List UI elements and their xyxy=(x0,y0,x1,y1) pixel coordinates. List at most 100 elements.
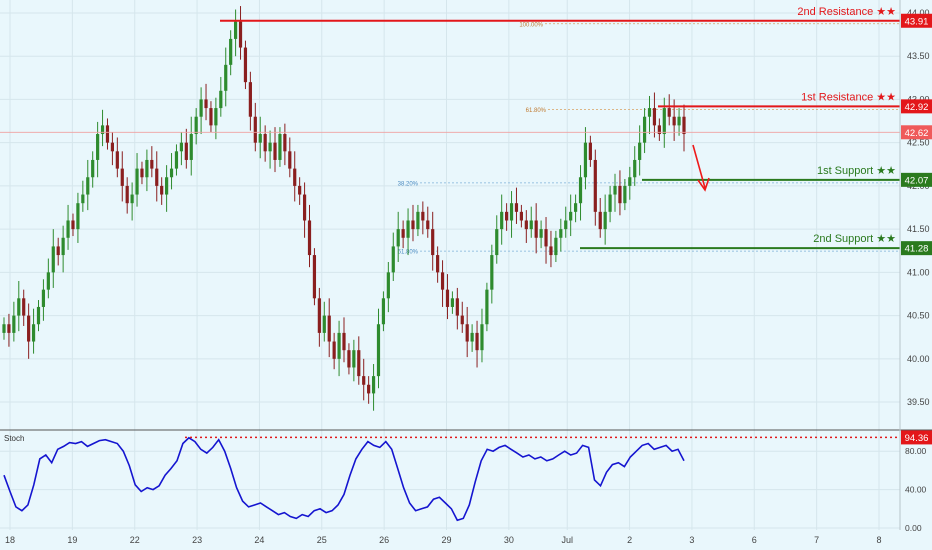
stoch-line xyxy=(3,436,685,522)
candle-body xyxy=(81,194,85,204)
candle-body xyxy=(312,255,317,299)
candle-body xyxy=(2,324,6,333)
candle-body xyxy=(258,134,262,143)
candle-body xyxy=(672,116,676,126)
level-price-text: 42.92 xyxy=(905,102,929,113)
candle-body xyxy=(219,90,223,109)
level-price-badge xyxy=(901,241,932,256)
candle-body xyxy=(307,220,312,256)
candle-body xyxy=(564,220,568,230)
candle-body xyxy=(376,324,381,377)
candle-body xyxy=(455,298,459,316)
candle-body xyxy=(549,246,553,256)
candle-body xyxy=(224,64,228,91)
candle-body xyxy=(347,350,351,368)
level-price-badge xyxy=(901,13,932,28)
time-tick-label: 18 xyxy=(5,535,15,545)
candle-body xyxy=(322,315,326,333)
candle-body xyxy=(431,229,435,256)
candle-body xyxy=(490,255,494,290)
candle-body xyxy=(135,168,139,195)
candle-body xyxy=(613,185,617,195)
candle-body xyxy=(440,272,445,290)
candle-body xyxy=(480,324,484,351)
candle-body xyxy=(475,332,479,351)
candle-body xyxy=(12,315,16,333)
candle-body xyxy=(140,168,144,178)
osc-tick-label: 0.00 xyxy=(905,523,922,533)
candle-body xyxy=(327,315,331,342)
candle-body xyxy=(105,125,110,143)
candle-body xyxy=(598,211,602,230)
candle-body xyxy=(657,125,661,135)
time-axis: 18 19 22 23 24 25 26 29 30 Jul 2 3 6 7 8 xyxy=(5,535,882,545)
candle-body xyxy=(130,194,134,204)
candle-body xyxy=(160,185,164,195)
candle-body xyxy=(86,177,90,195)
candle-body xyxy=(603,211,607,230)
candle-body xyxy=(529,220,533,230)
candle-body xyxy=(638,142,642,160)
osc-tick-label: 80.00 xyxy=(905,446,927,456)
candle-body xyxy=(352,350,356,368)
candle-body xyxy=(371,376,376,394)
candle-body xyxy=(61,237,65,256)
candle-body xyxy=(554,237,558,256)
candle-body xyxy=(623,185,627,204)
candle-body xyxy=(396,229,400,247)
candle-body xyxy=(539,229,543,238)
candle-body xyxy=(302,194,307,221)
candle-body xyxy=(667,108,671,117)
time-tick-label: 3 xyxy=(689,535,694,545)
time-tick-label: 6 xyxy=(752,535,757,545)
candle-body xyxy=(189,134,193,160)
candle-body xyxy=(56,246,60,256)
candle-body xyxy=(243,47,248,83)
candle-body xyxy=(288,151,292,169)
level-price-badge xyxy=(901,99,932,114)
osc-tick-label: 40.00 xyxy=(905,485,927,495)
stoch-level-badge xyxy=(901,430,932,445)
time-tick-label: 2 xyxy=(627,535,632,545)
candle-body xyxy=(401,229,405,238)
time-tick-label: 25 xyxy=(317,535,327,545)
candle-body xyxy=(450,298,455,307)
fib-label: 61.80% xyxy=(526,108,547,114)
candle-body xyxy=(76,203,80,230)
candle-body xyxy=(495,229,499,256)
candle-body xyxy=(31,324,36,342)
candle-body xyxy=(91,159,95,178)
candle-body xyxy=(268,142,272,152)
candle-body xyxy=(573,203,578,212)
candles xyxy=(0,6,900,411)
candle-body xyxy=(194,116,198,135)
time-tick-label: 29 xyxy=(441,535,451,545)
candle-body xyxy=(51,246,55,273)
time-tick-label: 23 xyxy=(192,535,202,545)
candle-body xyxy=(367,384,371,394)
candle-body xyxy=(406,220,410,238)
candle-body xyxy=(120,168,124,186)
candle-body xyxy=(184,142,188,160)
time-tick-label: 7 xyxy=(814,535,819,545)
candle-body xyxy=(559,229,563,238)
candle-body xyxy=(465,324,469,342)
fib-label: 38.20% xyxy=(398,181,419,187)
oscillator-pane: Stoch xyxy=(3,434,900,522)
price-tick-label: 39.50 xyxy=(907,397,930,407)
time-tick-label: 8 xyxy=(876,535,881,545)
candle-body xyxy=(66,220,70,238)
time-tick-label: 26 xyxy=(379,535,389,545)
candle-body xyxy=(165,177,169,195)
candle-body xyxy=(386,272,390,299)
time-tick-label: Jul xyxy=(561,535,573,545)
candle-body xyxy=(115,151,119,169)
candle-body xyxy=(470,332,474,342)
candle-body xyxy=(677,116,681,126)
fib-label: 100.00% xyxy=(519,22,543,28)
candle-body xyxy=(253,116,257,143)
candle-body xyxy=(445,289,450,307)
candle-body xyxy=(524,220,528,230)
candle-body xyxy=(7,324,11,333)
